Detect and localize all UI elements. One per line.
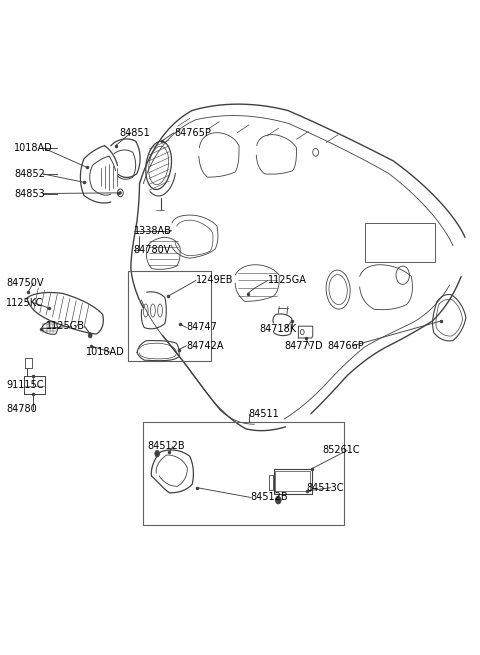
Circle shape <box>88 333 92 338</box>
Text: 1249EB: 1249EB <box>196 276 233 286</box>
Circle shape <box>120 191 121 194</box>
Text: 84513C: 84513C <box>306 483 344 493</box>
Text: 84853: 84853 <box>14 189 45 198</box>
Text: 84742A: 84742A <box>186 341 224 351</box>
Text: 1018AD: 1018AD <box>14 143 53 153</box>
Text: 84852: 84852 <box>14 169 45 179</box>
Text: 84750V: 84750V <box>6 278 44 288</box>
Text: 84512B: 84512B <box>251 493 288 502</box>
Text: 1125KC: 1125KC <box>6 297 44 308</box>
Text: 85261C: 85261C <box>323 445 360 455</box>
Text: 91115C: 91115C <box>6 380 44 390</box>
Text: 1018AD: 1018AD <box>86 347 125 358</box>
Text: 84718K: 84718K <box>259 324 296 334</box>
Text: 84851: 84851 <box>120 128 150 138</box>
Text: 84512B: 84512B <box>147 441 185 451</box>
Circle shape <box>276 496 281 504</box>
Text: 84766P: 84766P <box>327 341 364 351</box>
Circle shape <box>155 451 159 457</box>
Text: 84780: 84780 <box>6 404 37 414</box>
Text: 84777D: 84777D <box>284 341 323 351</box>
Text: 1125GA: 1125GA <box>268 276 307 286</box>
Text: 84747: 84747 <box>186 322 217 333</box>
Text: 1125GB: 1125GB <box>46 321 85 331</box>
Text: 84765P: 84765P <box>174 128 211 138</box>
Text: 1338AB: 1338AB <box>134 226 172 236</box>
Text: 84780V: 84780V <box>134 246 171 255</box>
Text: 84511: 84511 <box>249 409 279 419</box>
